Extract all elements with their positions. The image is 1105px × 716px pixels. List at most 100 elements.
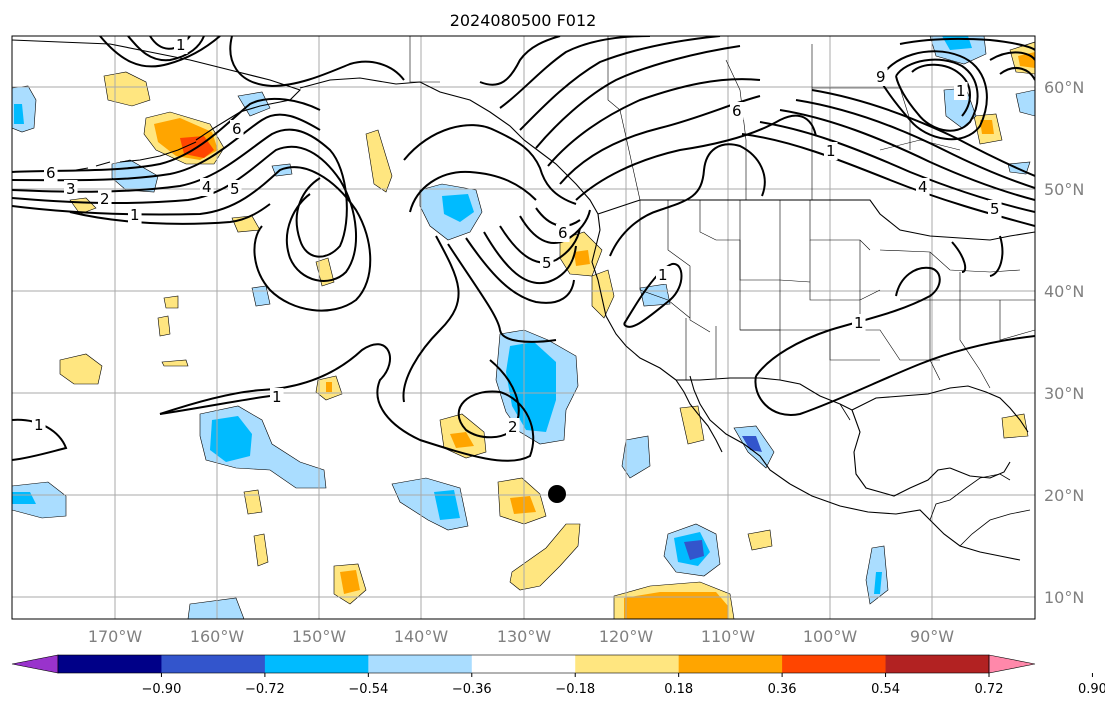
colorbar-segment bbox=[368, 655, 473, 673]
latitude-labels: 60°N 50°N 40°N 30°N 20°N 10°N bbox=[1044, 78, 1084, 607]
contour-label-halo bbox=[988, 200, 1002, 218]
contour-label-halo bbox=[228, 180, 242, 198]
contour-label: 5 bbox=[542, 254, 552, 272]
lat-label: 10°N bbox=[1044, 588, 1084, 607]
colorbar-segment bbox=[161, 655, 266, 673]
contour-label-halo bbox=[874, 68, 888, 86]
colorbar-tick-label: −0.36 bbox=[452, 682, 492, 697]
contour-label: 5 bbox=[230, 180, 240, 198]
field-yellow bbox=[591, 269, 615, 319]
colorbar-tick-label: 0.72 bbox=[975, 682, 1004, 697]
lat-label: 50°N bbox=[1044, 180, 1084, 199]
field-blue bbox=[237, 91, 271, 117]
colorbar-extend-max bbox=[988, 654, 1036, 674]
field-orange bbox=[574, 250, 590, 266]
contour-label-halo bbox=[852, 314, 866, 332]
field-orange bbox=[450, 432, 474, 448]
contour-label-halo bbox=[656, 266, 670, 284]
contour-label: 1 bbox=[854, 314, 864, 332]
field-orange bbox=[326, 382, 332, 392]
field-yellow bbox=[59, 353, 103, 385]
field-blue-dark bbox=[442, 194, 474, 222]
contour-label-halo bbox=[32, 416, 46, 434]
lat-label: 20°N bbox=[1044, 486, 1084, 505]
colorbar-tick-label: 0.18 bbox=[664, 682, 693, 697]
colorbar-ticks: −0.90 −0.72 −0.54 −0.36 −0.18 0.18 0.36 0.54 0.7… bbox=[142, 673, 1105, 697]
contour-label: 1 bbox=[956, 82, 966, 100]
lon-label: 140°W bbox=[394, 627, 449, 646]
contour-label: 1 bbox=[130, 206, 140, 224]
contour-label-halo bbox=[954, 82, 968, 100]
contour-label-halo bbox=[540, 254, 554, 272]
field-blue-deep bbox=[742, 436, 762, 452]
field-blue bbox=[187, 597, 245, 619]
colorbar-segment bbox=[678, 655, 783, 673]
contour-label: 4 bbox=[918, 178, 928, 196]
field-yellow bbox=[163, 295, 179, 309]
contour-label: 4 bbox=[202, 178, 212, 196]
field-blue-dark bbox=[14, 104, 24, 124]
field-blue bbox=[12, 481, 67, 519]
map-content: 1 6 3 2 1 4 5 6 6 5 1 1 1 2 6 1 5 4 9 1 … bbox=[12, 36, 1035, 619]
location-marker bbox=[548, 485, 566, 503]
field-yellow bbox=[315, 257, 335, 287]
lon-label: 170°W bbox=[88, 627, 143, 646]
field-blue-dark bbox=[210, 416, 252, 462]
contour-label-halo bbox=[128, 206, 142, 224]
contour-label-halo bbox=[64, 180, 78, 198]
lon-label: 110°W bbox=[701, 627, 756, 646]
colorbar-segment bbox=[885, 655, 990, 673]
field-orange bbox=[624, 592, 728, 619]
map-frame bbox=[11, 35, 1036, 620]
contour-labels: 1 6 3 2 1 4 5 6 6 5 1 1 1 2 6 1 5 4 9 1 … bbox=[32, 36, 1002, 436]
field-blue-dark bbox=[434, 490, 460, 520]
contours bbox=[12, 36, 1035, 462]
contour-label: 5 bbox=[990, 200, 1000, 218]
colorbar-tick-label: 0.90 bbox=[1078, 682, 1105, 697]
colorbar bbox=[11, 654, 1036, 674]
contour-label: 1 bbox=[826, 142, 836, 160]
field-orange bbox=[980, 120, 994, 134]
colorbar-tick-label: 0.54 bbox=[871, 682, 900, 697]
contour-label: 6 bbox=[732, 102, 742, 120]
longitude-labels: 170°W 160°W 150°W 140°W 130°W 120°W 110°… bbox=[88, 627, 954, 646]
lat-label: 30°N bbox=[1044, 384, 1084, 403]
colorbar-tick-label: −0.54 bbox=[348, 682, 388, 697]
field-yellow bbox=[157, 315, 171, 337]
lon-label: 150°W bbox=[292, 627, 347, 646]
field-blue-dark bbox=[874, 572, 882, 594]
field-blue bbox=[639, 283, 671, 307]
lon-label: 130°W bbox=[497, 627, 552, 646]
colorbar-segment bbox=[264, 655, 369, 673]
field-yellow bbox=[243, 489, 263, 515]
contour-label-halo bbox=[200, 178, 214, 196]
contour-label-halo bbox=[174, 36, 188, 54]
field-blue-deep bbox=[684, 540, 704, 560]
lon-label: 120°W bbox=[599, 627, 654, 646]
field-yellow bbox=[253, 533, 269, 567]
colorbar-extend-min bbox=[11, 654, 59, 674]
lat-label: 60°N bbox=[1044, 78, 1084, 97]
contour-label: 6 bbox=[46, 164, 56, 182]
map-title: 2024080500 F012 bbox=[450, 11, 597, 30]
contour-label: 6 bbox=[558, 224, 568, 242]
contour-label: 1 bbox=[176, 36, 186, 54]
colorbar-segment bbox=[575, 655, 680, 673]
contour-label-halo bbox=[270, 388, 284, 406]
colorbar-segment bbox=[782, 655, 887, 673]
colorbar-border bbox=[57, 654, 990, 674]
contour-label: 3 bbox=[66, 180, 76, 198]
colorbar-tick-label: 0.36 bbox=[768, 682, 797, 697]
contour-label: 2 bbox=[100, 190, 110, 208]
contour-label-halo bbox=[916, 178, 930, 196]
contour-label-halo bbox=[730, 102, 744, 120]
colorbar-segment bbox=[58, 655, 162, 673]
contour-label: 9 bbox=[876, 68, 886, 86]
contour-label-halo bbox=[556, 224, 570, 242]
colorbar-tick-label: −0.18 bbox=[555, 682, 595, 697]
contour-label-halo bbox=[824, 142, 838, 160]
state-borders bbox=[639, 200, 1035, 389]
contour-label: 1 bbox=[34, 416, 44, 434]
